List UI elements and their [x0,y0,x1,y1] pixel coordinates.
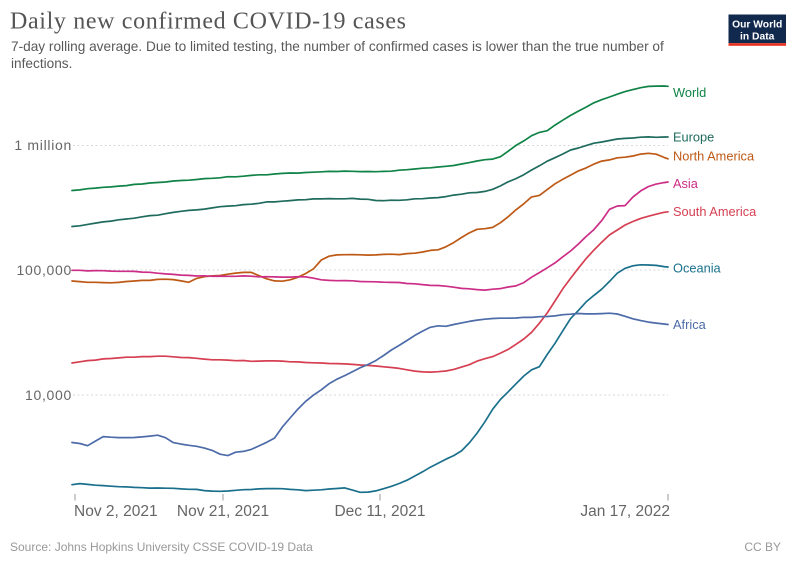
svg-text:Asia: Asia [673,176,699,191]
svg-text:Nov 21, 2021: Nov 21, 2021 [177,503,269,520]
svg-text:1 million: 1 million [14,137,72,153]
svg-text:Our World: Our World [732,20,782,31]
svg-text:in Data: in Data [740,32,775,43]
svg-text:7-day rolling average. Due to: 7-day rolling average. Due to limited te… [11,39,664,54]
svg-text:Nov 2, 2021: Nov 2, 2021 [74,503,158,520]
svg-text:Europe: Europe [673,130,714,145]
svg-text:Daily new confirmed COVID-19 c: Daily new confirmed COVID-19 cases [10,9,407,35]
svg-text:Africa: Africa [673,317,707,332]
svg-text:CC BY: CC BY [744,540,781,554]
svg-text:Jan 17, 2022: Jan 17, 2022 [580,503,670,520]
svg-text:10,000: 10,000 [25,387,72,403]
svg-text:infections.: infections. [11,56,72,71]
svg-text:South America: South America [673,204,757,219]
svg-text:Oceania: Oceania [673,261,722,276]
svg-text:Source: Johns Hopkins Universi: Source: Johns Hopkins University CSSE CO… [10,540,313,554]
svg-text:North America: North America [673,149,755,164]
svg-text:World: World [673,85,706,100]
svg-text:100,000: 100,000 [16,262,72,278]
svg-text:Dec 11, 2021: Dec 11, 2021 [334,503,425,520]
